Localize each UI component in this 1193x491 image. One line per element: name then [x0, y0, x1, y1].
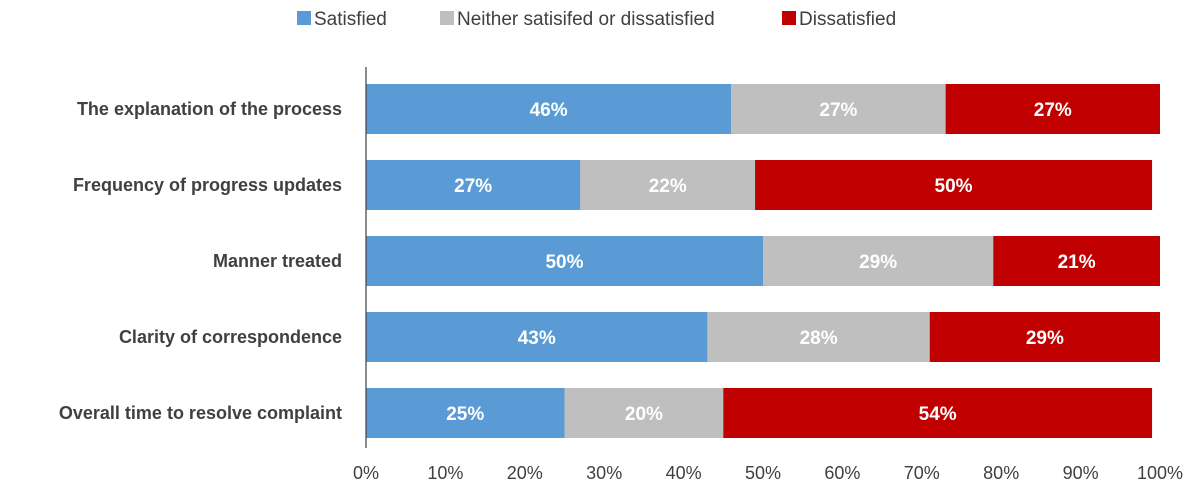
bars: 46% 27% 27% 27% 22% 50% 50% 29% 21% 43% 28% 29% 25% 2… [366, 84, 1160, 438]
data-label-3-2: 29% [1026, 328, 1064, 349]
x-tick-label-2: 20% [507, 463, 543, 483]
x-tick-label-8: 80% [983, 463, 1019, 483]
x-tick-label-0: 0% [353, 463, 379, 483]
bar-segment-2-1 [763, 236, 994, 286]
category-label-0: The explanation of the process [77, 99, 342, 119]
category-label-4: Overall time to resolve complaint [59, 403, 342, 423]
legend-label-2: Dissatisfied [799, 9, 896, 30]
data-label-2-2: 21% [1058, 252, 1096, 273]
data-label-4-1: 20% [625, 404, 663, 425]
bar-segment-1-2 [755, 160, 1153, 210]
data-label-1-2: 50% [935, 176, 973, 197]
data-label-2-1: 29% [859, 252, 897, 273]
category-label-3: Clarity of correspondence [119, 327, 342, 347]
bar-segment-2-0 [366, 236, 763, 286]
category-label-2: Manner treated [213, 251, 342, 271]
bar-segment-1-0 [366, 160, 581, 210]
data-label-0-2: 27% [1034, 100, 1072, 121]
bar-segment-4-2 [723, 388, 1153, 438]
data-label-4-2: 54% [919, 404, 957, 425]
category-label-1: Frequency of progress updates [73, 175, 342, 195]
legend-swatch-2 [782, 11, 796, 25]
bar-segment-2-2 [993, 236, 1160, 286]
data-label-2-0: 50% [545, 252, 583, 273]
x-tick-label-1: 10% [427, 463, 463, 483]
x-tick-label-3: 30% [586, 463, 622, 483]
data-label-0-1: 27% [819, 100, 857, 121]
bar-segment-4-1 [564, 388, 724, 438]
legend-label-0: Satisfied [314, 9, 387, 30]
data-label-1-0: 27% [454, 176, 492, 197]
x-tick-label-5: 50% [745, 463, 781, 483]
legend-label-1: Neither satisifed or dissatisfied [457, 9, 715, 30]
bar-segment-1-1 [580, 160, 756, 210]
category-labels: The explanation of the process Frequency … [59, 99, 342, 423]
x-axis-ticks: 0% 10% 20% 30% 40% 50% 60% 70% 80% 90% 100% [353, 463, 1183, 483]
x-tick-label-4: 40% [666, 463, 702, 483]
bar-segment-3-2 [929, 312, 1160, 362]
bar-segment-4-0 [366, 388, 565, 438]
legend-swatch-0 [297, 11, 311, 25]
data-label-1-1: 22% [649, 176, 687, 197]
data-label-3-1: 28% [800, 328, 838, 349]
bar-segment-3-1 [707, 312, 930, 362]
bar-segment-3-0 [366, 312, 708, 362]
bar-segment-0-2 [945, 84, 1160, 134]
x-tick-label-9: 90% [1063, 463, 1099, 483]
legend: Satisfied Neither satisifed or dissatisfi… [297, 9, 896, 30]
bar-segment-0-1 [731, 84, 946, 134]
x-tick-label-7: 70% [904, 463, 940, 483]
data-label-0-0: 46% [530, 100, 568, 121]
data-label-4-0: 25% [446, 404, 484, 425]
legend-swatch-1 [440, 11, 454, 25]
data-label-3-0: 43% [518, 328, 556, 349]
x-tick-label-6: 60% [824, 463, 860, 483]
bar-segment-0-0 [366, 84, 732, 134]
x-tick-label-10: 100% [1137, 463, 1183, 483]
